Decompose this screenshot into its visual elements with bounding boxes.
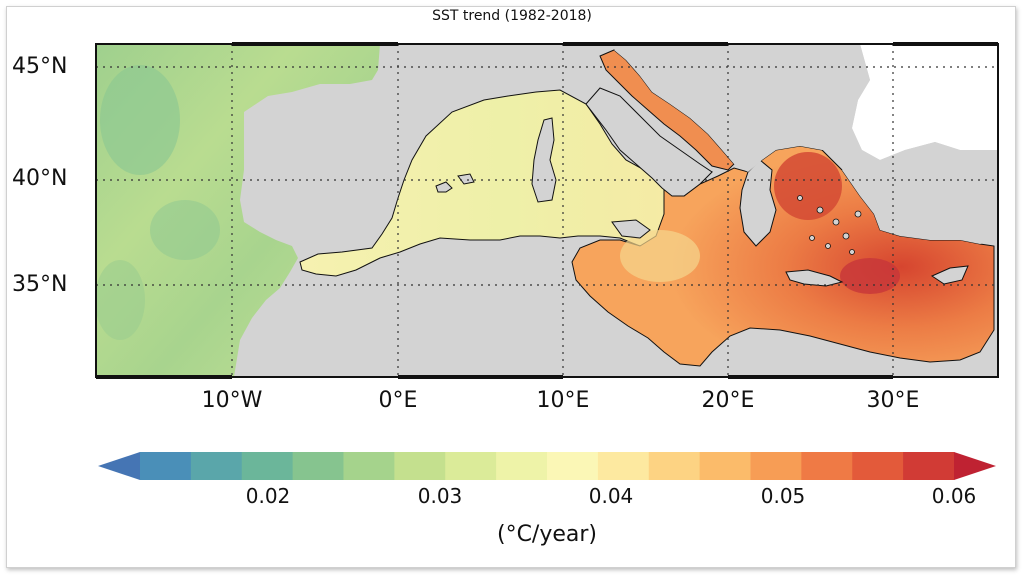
lon-label-0e: 0°E (378, 388, 418, 413)
lat-label-45n: 45°N (12, 54, 68, 79)
aegean-hot-patch (774, 152, 842, 220)
colorbar-segment (190, 452, 243, 480)
colorbar-segment (750, 452, 802, 480)
colorbar-segment (343, 452, 395, 480)
lon-label-10e: 10°E (536, 388, 590, 413)
map-title: SST trend (1982-2018) (432, 8, 592, 24)
colorbar-segment (597, 452, 650, 480)
balearic-islands (435, 173, 475, 193)
colorbar-segment (140, 452, 192, 480)
colorbar-segment (903, 452, 955, 480)
lat-label-35n: 35°N (12, 272, 68, 297)
atlantic-cool-patch (150, 200, 220, 260)
atlantic-cool-patch (96, 260, 145, 340)
crete (785, 269, 844, 287)
colorbar-segment (699, 452, 751, 480)
colorbar-segment (292, 452, 344, 480)
lon-label-30e: 30°E (866, 388, 920, 413)
levantine-hot-patch (840, 258, 900, 294)
no-data-area (852, 44, 998, 160)
ionian-cooler-patch (620, 230, 700, 282)
lon-label-20e: 20°E (701, 388, 755, 413)
colorbar-segment (852, 452, 904, 480)
colorbar-segment (801, 452, 853, 480)
greece (739, 159, 777, 247)
corsica-sardinia (531, 117, 557, 203)
colorbar-segment (648, 452, 701, 480)
colorbar-tick-label: 0.04 (588, 484, 634, 508)
colorbar-tick-label: 0.05 (760, 484, 806, 508)
atlantic-cool-patch (100, 65, 180, 175)
lat-label-40n: 40°N (12, 166, 68, 191)
black-sea-area (940, 44, 998, 72)
colorbar-segment (496, 452, 548, 480)
colorbar-segment (547, 452, 599, 480)
lon-label-10w: 10°W (201, 388, 263, 413)
cyprus (930, 265, 969, 285)
italy-peninsula (585, 87, 713, 197)
colorbar (98, 452, 996, 480)
colorbar-extension-low (98, 452, 140, 480)
sicily (611, 219, 651, 239)
colorbar-segment (445, 452, 497, 480)
colorbar-segment (241, 452, 294, 480)
map-border-ticks (96, 42, 998, 379)
italy (614, 44, 870, 172)
colorbar-tick-label: 0.06 (931, 484, 977, 508)
colorbar-unit-label: (°C/year) (496, 522, 598, 547)
colorbar-tick-label: 0.03 (417, 484, 463, 508)
colorbar-extension-high (954, 452, 996, 480)
colorbar-tick-label: 0.02 (245, 484, 291, 508)
colorbar-segment (394, 452, 446, 480)
aegean-islands (797, 195, 862, 255)
anatolia (842, 142, 998, 244)
